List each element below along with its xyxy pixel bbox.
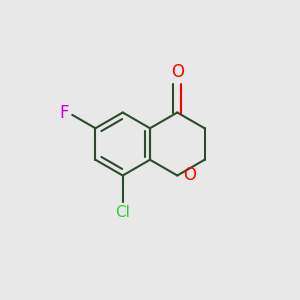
Text: O: O <box>183 167 196 184</box>
Text: O: O <box>171 62 184 80</box>
Text: Cl: Cl <box>115 205 130 220</box>
Text: F: F <box>60 104 69 122</box>
